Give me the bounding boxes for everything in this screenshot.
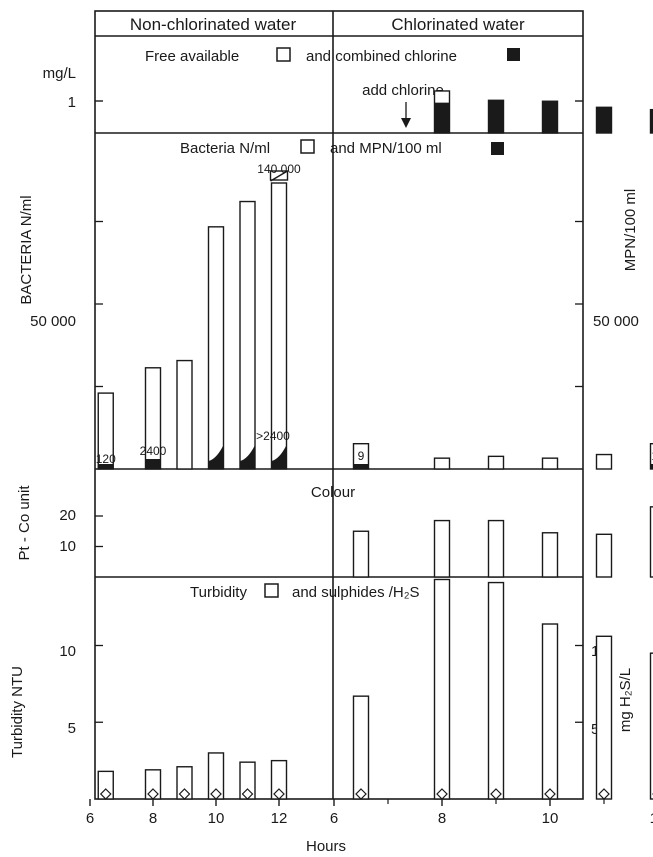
x-tick-label: 8 bbox=[438, 810, 446, 827]
bacteria-value-label: 13 bbox=[651, 449, 653, 463]
x-tick-label: 10 bbox=[542, 810, 559, 827]
chlorine-combined-bar bbox=[650, 109, 653, 133]
turbidity-bar bbox=[433, 578, 451, 800]
x-tick-label: 12 bbox=[650, 810, 653, 827]
add-chlorine-annotation: add chlorine bbox=[362, 82, 444, 99]
colour-ytick-10: 10 bbox=[59, 538, 76, 555]
x-tick-label: 12 bbox=[271, 810, 288, 827]
bacteria-axis-break bbox=[270, 170, 288, 182]
bacteria-value-label: 120 bbox=[96, 452, 116, 466]
turbidity-bar bbox=[595, 635, 613, 800]
mpn-filled-bar bbox=[271, 445, 287, 469]
chlorine-combined-bar bbox=[488, 100, 504, 133]
turbidity-bar bbox=[649, 652, 653, 800]
x-axis: 6 8 10 12 6 8 10 12 bbox=[86, 799, 653, 827]
mpn-ytick-50000: 50 000 bbox=[593, 313, 639, 330]
turbidity-panel: Turbidity and sulphides /H₂S Turbidity N… bbox=[9, 578, 653, 800]
x-tick-label: 6 bbox=[86, 810, 94, 827]
bacteria-count-bar bbox=[176, 359, 193, 470]
mpn-filled-bar bbox=[650, 464, 653, 469]
x-tick-label: 6 bbox=[330, 810, 338, 827]
sulphide-marker bbox=[355, 788, 367, 800]
chlorine-legend-combined-label: and combined chlorine bbox=[306, 48, 457, 65]
h2s-ytick-5: 5 bbox=[591, 721, 599, 738]
add-chlorine-arrow-head bbox=[401, 118, 411, 128]
plot-frame bbox=[94, 10, 584, 800]
bacteria-panel: Bacteria N/ml and MPN/100 ml BACTERIA N/… bbox=[18, 139, 653, 470]
colour-ytick-20: 20 bbox=[59, 507, 76, 524]
turbidity-bar bbox=[352, 695, 370, 800]
bacteria-ytick-50000: 50 000 bbox=[30, 313, 76, 330]
x-tick-label: 8 bbox=[149, 810, 157, 827]
sulphides-legend-label: and sulphides /H₂S bbox=[292, 584, 420, 601]
bacteria-count-bar bbox=[487, 455, 505, 470]
turbidity-ytick-5: 5 bbox=[68, 720, 76, 737]
chlorine-panel: Free available and combined chlorine mg/… bbox=[43, 47, 653, 134]
colour-bar bbox=[541, 532, 559, 578]
bacteria-legend-open-swatch bbox=[300, 139, 315, 154]
colour-ylabel: Pt - Co unit bbox=[16, 485, 33, 561]
bacteria-ylabel: BACTERIA N/ml bbox=[18, 195, 35, 304]
mpn-filled-bar bbox=[145, 459, 161, 469]
turbidity-ylabel: Turbidity NTU bbox=[9, 666, 26, 758]
bacteria-count-bar bbox=[270, 182, 288, 470]
chlorine-combined-bar bbox=[542, 101, 558, 133]
colour-panel: Colour Pt - Co unit 20 10 bbox=[16, 484, 653, 578]
turbidity-bar bbox=[541, 623, 559, 800]
colour-title: Colour bbox=[311, 484, 355, 501]
bacteria-count-bar bbox=[207, 226, 225, 470]
chlorine-ytick-1: 1 bbox=[68, 94, 76, 111]
turbidity-legend-open-swatch bbox=[264, 583, 279, 598]
mpn-filled-bar bbox=[208, 445, 224, 469]
bacteria-legend-mpn-label: and MPN/100 ml bbox=[330, 140, 442, 157]
bacteria-value-label: 140 000 bbox=[257, 162, 301, 176]
bacteria-count-bar bbox=[433, 457, 451, 470]
turbidity-legend-label: Turbidity bbox=[190, 584, 247, 601]
colour-bar bbox=[352, 530, 370, 578]
mpn-filled-bar bbox=[98, 464, 114, 469]
colour-bar bbox=[487, 519, 505, 578]
colour-bar bbox=[649, 506, 653, 578]
chlorine-legend-free-label: Free available bbox=[145, 48, 239, 65]
turbidity-ytick-10: 10 bbox=[59, 643, 76, 660]
bacteria-count-bar bbox=[239, 200, 256, 470]
mpn-filled-bar bbox=[240, 445, 255, 469]
x-axis-label: Hours bbox=[306, 838, 346, 855]
chlorine-combined-bar bbox=[596, 107, 612, 133]
chlorine-combined-bar bbox=[434, 102, 450, 133]
sulphide-marker bbox=[241, 788, 254, 800]
colour-bar bbox=[433, 519, 451, 578]
bacteria-count-bar bbox=[649, 442, 653, 470]
bacteria-legend-filled-swatch bbox=[491, 142, 504, 155]
bacteria-count-bar bbox=[595, 453, 613, 470]
x-tick-label: 10 bbox=[208, 810, 225, 827]
chlorine-legend-filled-swatch bbox=[507, 48, 520, 61]
mpn-filled-bar bbox=[353, 464, 369, 469]
sulphide-marker bbox=[99, 788, 112, 800]
mpn-value-label: >2400 bbox=[256, 429, 290, 443]
colour-bar bbox=[595, 533, 613, 578]
header-chlorinated: Chlorinated water bbox=[391, 15, 525, 34]
bacteria-count-bar bbox=[541, 457, 559, 470]
bacteria-value-label: 2400 bbox=[140, 444, 167, 458]
bacteria-legend-count-label: Bacteria N/ml bbox=[180, 140, 270, 157]
turbidity-bar bbox=[487, 581, 505, 800]
h2s-ylabel: mg H₂S/L bbox=[617, 668, 634, 732]
sulphide-marker bbox=[178, 788, 191, 800]
bacteria-value-label: 9 bbox=[358, 449, 365, 463]
header-non-chlorinated: Non-chlorinated water bbox=[130, 15, 297, 34]
chlorine-legend-open-swatch bbox=[276, 47, 291, 62]
mpn-ylabel: MPN/100 ml bbox=[622, 189, 639, 272]
chlorine-ylabel: mg/L bbox=[43, 65, 76, 82]
